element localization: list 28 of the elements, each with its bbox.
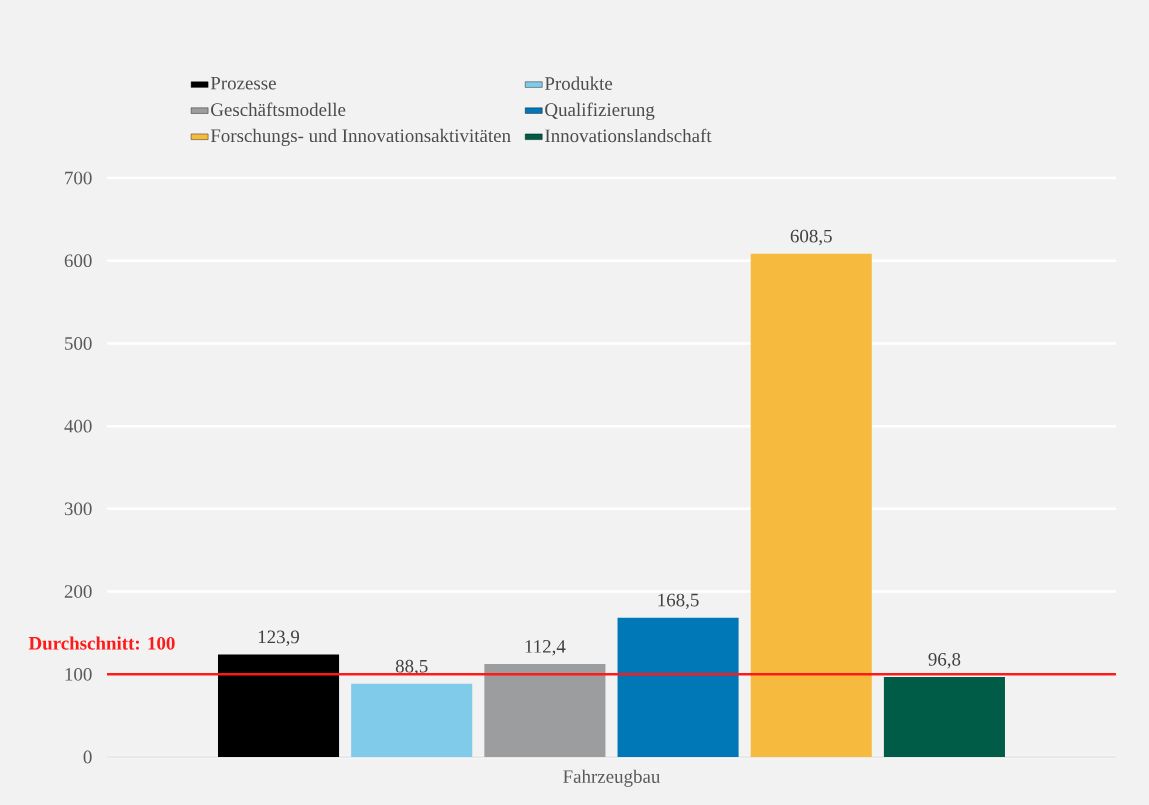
y-tick-label: 300	[64, 502, 92, 516]
bar	[351, 683, 473, 757]
y-tick-label: 200	[64, 585, 92, 598]
bar	[750, 253, 872, 757]
ref-line-label: Durchschnitt: 100	[28, 636, 175, 650]
legend-label: Prozesse	[210, 76, 276, 90]
y-tick-label: 400	[64, 419, 92, 433]
data-label: 123,9	[258, 630, 300, 646]
legend-label: Produkte	[544, 76, 613, 90]
data-label: 608,5	[790, 229, 832, 246]
legend-label: Forschungs- und Innovationsaktivitäten	[210, 128, 511, 147]
y-tick-label: 0	[83, 750, 92, 764]
y-tick-label: 700	[65, 171, 92, 185]
bar	[883, 676, 1005, 757]
data-label: 112,4	[525, 640, 566, 656]
bar	[217, 654, 340, 757]
y-tick-label: 500	[65, 337, 92, 350]
data-label: 168,5	[658, 593, 699, 610]
x-tick-label: Fahrzeugbau	[563, 769, 661, 787]
legend-label: Innovationslandschaft	[545, 128, 712, 143]
legend-label: Geschäftsmodelle	[211, 102, 346, 117]
bar	[617, 617, 739, 757]
bar	[484, 664, 606, 757]
y-tick-label: 100	[65, 667, 92, 681]
data-label: 88,5	[395, 659, 428, 676]
y-tick-label: 600	[64, 254, 92, 268]
legend-label: Qualifizierung	[545, 102, 655, 120]
data-label: 96,8	[928, 652, 961, 669]
